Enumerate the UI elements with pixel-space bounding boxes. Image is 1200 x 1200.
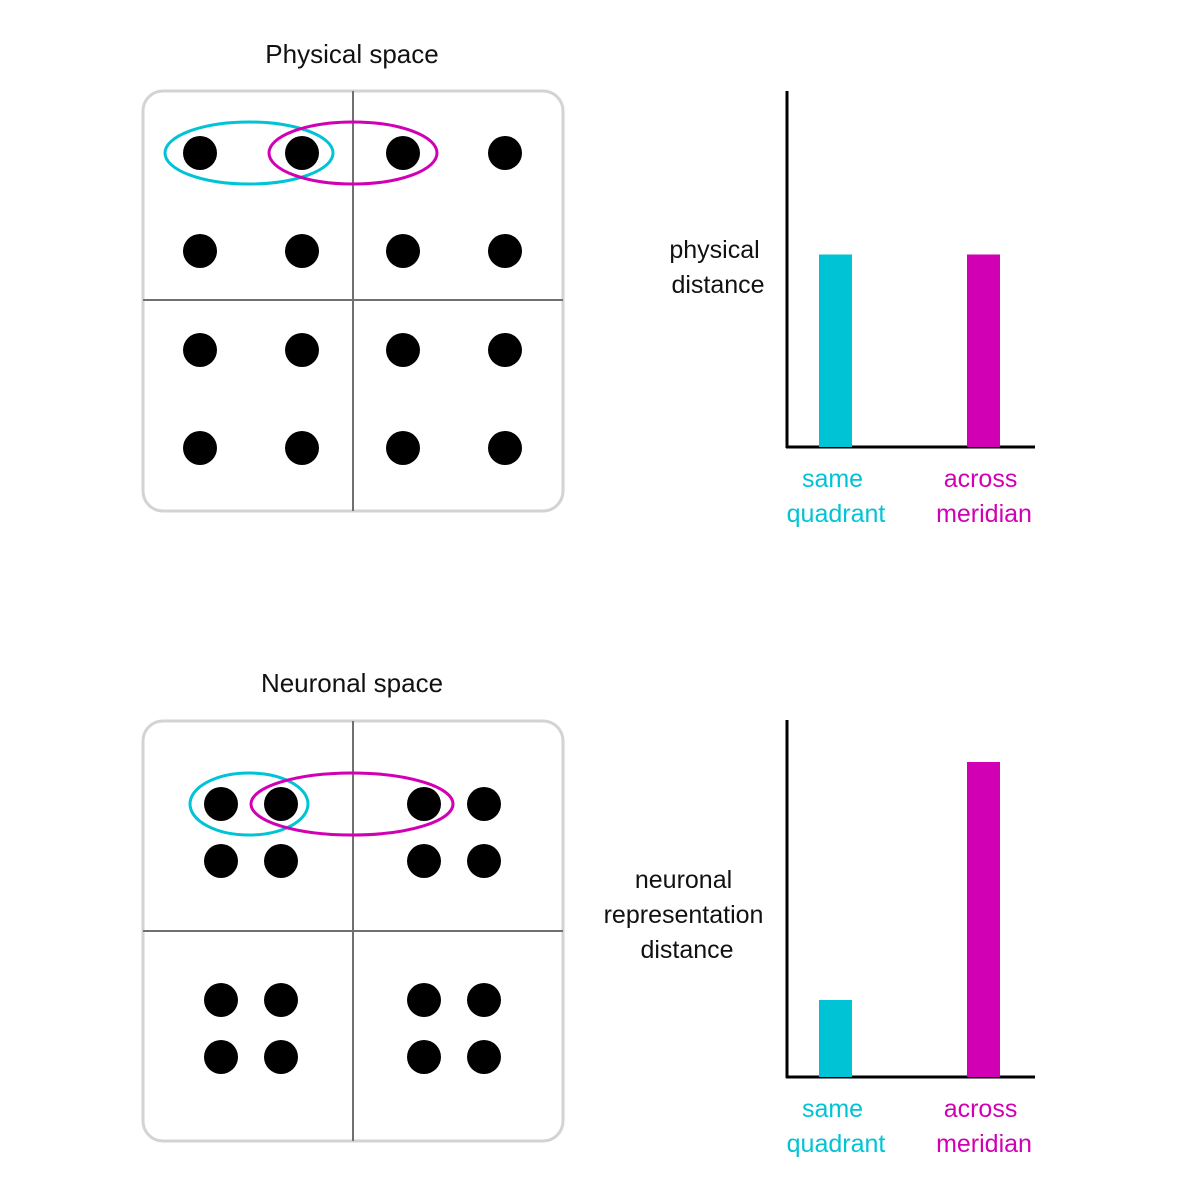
stimulus-dot — [285, 431, 319, 465]
x-tick-label-across-meridian: across meridian — [936, 465, 1032, 528]
y-axis-label-line: distance — [640, 936, 733, 964]
stimulus-dot — [386, 333, 420, 367]
stimulus-dot — [285, 333, 319, 367]
stimulus-dot — [407, 983, 441, 1017]
stimulus-dot — [467, 787, 501, 821]
stimulus-dot — [386, 431, 420, 465]
stimulus-dot — [183, 136, 217, 170]
stimulus-dot — [488, 333, 522, 367]
x-tick-label-line: quadrant — [787, 500, 886, 528]
bar-across-meridian — [967, 254, 1000, 447]
stimulus-dot — [204, 983, 238, 1017]
stimulus-dot — [264, 787, 298, 821]
dot-grid — [183, 136, 522, 465]
stimulus-dot — [467, 983, 501, 1017]
y-axis-label-line: representation — [604, 901, 764, 929]
stimulus-dot — [488, 431, 522, 465]
stimulus-dot — [204, 844, 238, 878]
neuronal-distance-chart: neuronal representation distance same qu… — [604, 720, 1035, 1158]
x-tick-label-line: meridian — [936, 1130, 1032, 1158]
bar-same-quadrant — [819, 254, 852, 447]
stimulus-dot — [285, 234, 319, 268]
x-tick-label-line: across — [944, 1095, 1018, 1123]
stimulus-dot — [488, 136, 522, 170]
panel-title: Neuronal space — [261, 668, 443, 698]
y-axis-label: neuronal representation distance — [604, 866, 771, 964]
y-axis-label-line: physical — [669, 236, 759, 264]
neuronal-space-panel: Neuronal space — [141, 668, 565, 1143]
same-quadrant-ellipse — [188, 771, 310, 837]
stimulus-dot — [285, 136, 319, 170]
stimulus-dot — [467, 1040, 501, 1074]
x-tick-label-line: same — [802, 465, 863, 493]
x-tick-label-same-quadrant: same quadrant — [787, 1095, 886, 1158]
stimulus-dot — [264, 844, 298, 878]
x-tick-label-line: across — [944, 465, 1018, 493]
y-axis-label: physical distance — [669, 236, 766, 299]
physical-distance-chart: physical distance same quadrant across m… — [669, 91, 1035, 528]
bar-same-quadrant — [819, 1000, 852, 1077]
stimulus-dot — [204, 1040, 238, 1074]
stimulus-dot — [204, 787, 238, 821]
physical-space-panel: Physical space — [141, 39, 565, 513]
stimulus-dot — [183, 431, 217, 465]
stimulus-dot — [488, 234, 522, 268]
dot-clusters — [204, 787, 501, 1074]
stimulus-dot — [407, 844, 441, 878]
bar-across-meridian — [967, 762, 1000, 1077]
y-axis-label-line: distance — [671, 271, 764, 299]
stimulus-dot — [386, 234, 420, 268]
across-meridian-ellipse — [249, 771, 455, 837]
stimulus-dot — [386, 136, 420, 170]
x-tick-label-line: quadrant — [787, 1130, 886, 1158]
x-tick-label-same-quadrant: same quadrant — [787, 465, 886, 528]
stimulus-dot — [467, 844, 501, 878]
stimulus-dot — [183, 333, 217, 367]
stimulus-dot — [183, 234, 217, 268]
panel-title: Physical space — [265, 39, 438, 69]
stimulus-dot — [264, 983, 298, 1017]
x-tick-label-line: meridian — [936, 500, 1032, 528]
stimulus-dot — [264, 1040, 298, 1074]
y-axis-label-line: neuronal — [635, 866, 732, 894]
same-quadrant-ellipse — [163, 120, 335, 186]
x-tick-label-line: same — [802, 1095, 863, 1123]
stimulus-dot — [407, 787, 441, 821]
across-meridian-ellipse — [267, 120, 439, 186]
x-tick-label-across-meridian: across meridian — [936, 1095, 1032, 1158]
stimulus-dot — [407, 1040, 441, 1074]
